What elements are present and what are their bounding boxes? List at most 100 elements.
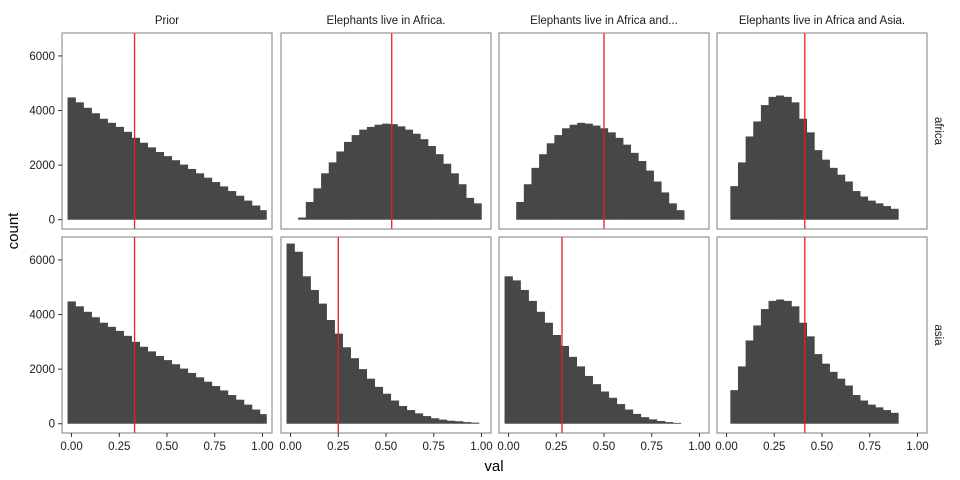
histogram-bar bbox=[860, 196, 869, 220]
histogram-bar bbox=[435, 154, 444, 220]
histogram-bar bbox=[632, 413, 642, 424]
histogram-bar bbox=[326, 319, 335, 424]
histogram-bar bbox=[382, 123, 391, 220]
panel-border bbox=[498, 32, 710, 230]
histogram-bar bbox=[147, 147, 157, 220]
histogram-bar bbox=[328, 162, 337, 220]
y-tick-label: 2000 bbox=[29, 160, 55, 172]
x-tick-label: 1.00 bbox=[251, 441, 273, 453]
histogram-bar bbox=[822, 363, 830, 424]
y-tick-label: 6000 bbox=[29, 255, 55, 267]
histogram-bar bbox=[569, 124, 578, 220]
histogram-bar bbox=[528, 300, 537, 424]
panel-africa-3 bbox=[498, 32, 710, 230]
histogram-bar bbox=[760, 309, 769, 424]
histogram-bar bbox=[91, 317, 100, 424]
histogram-bar bbox=[342, 347, 351, 424]
histogram-bar bbox=[351, 135, 360, 220]
histogram-bar bbox=[738, 366, 746, 424]
histogram-bar bbox=[430, 418, 440, 424]
histogram-bar bbox=[298, 217, 307, 220]
histogram-bar bbox=[470, 422, 480, 424]
histogram-bar bbox=[875, 407, 884, 424]
histogram-bar bbox=[653, 181, 662, 220]
histogram-bar bbox=[730, 186, 739, 220]
x-tick-label: 0.25 bbox=[763, 441, 785, 453]
y-tick-label: 4000 bbox=[29, 106, 55, 118]
histogram-bar bbox=[608, 397, 618, 424]
histogram-bar bbox=[258, 414, 267, 424]
histogram-bar bbox=[668, 203, 677, 220]
histogram-bar bbox=[462, 422, 472, 424]
histogram-bar bbox=[163, 156, 173, 220]
histogram-bar bbox=[738, 162, 746, 220]
histogram-bar bbox=[139, 346, 149, 424]
histogram-bar bbox=[428, 146, 436, 220]
histogram-bar bbox=[890, 208, 899, 220]
histogram-bar bbox=[302, 276, 311, 424]
histogram-bar bbox=[568, 356, 577, 424]
x-tick-label: 0.75 bbox=[641, 441, 663, 453]
histogram-bar bbox=[630, 152, 639, 220]
histogram-bar bbox=[294, 251, 303, 424]
histogram-bar bbox=[844, 181, 853, 220]
histogram-bar bbox=[155, 152, 165, 220]
histogram-bar bbox=[624, 409, 634, 424]
histogram-bar bbox=[844, 385, 853, 424]
histogram-bar bbox=[576, 366, 586, 424]
histogram-bar bbox=[195, 377, 205, 424]
histogram-bar bbox=[75, 306, 84, 424]
x-tick-label: 0.75 bbox=[859, 441, 881, 453]
histogram-bar bbox=[512, 280, 521, 424]
x-tick-label: 0.75 bbox=[204, 441, 226, 453]
histogram-bar bbox=[661, 192, 670, 220]
histogram-bar bbox=[554, 135, 563, 220]
histogram-bar bbox=[656, 420, 666, 424]
histogram-bar bbox=[397, 126, 406, 220]
histogram-bar bbox=[405, 129, 414, 220]
histogram-bar bbox=[67, 97, 76, 220]
histogram-bar bbox=[814, 354, 823, 424]
histogram-bar bbox=[310, 289, 319, 424]
y-axis-title: count bbox=[5, 212, 22, 250]
histogram-bar bbox=[350, 358, 359, 424]
x-tick-label: 0.00 bbox=[497, 441, 519, 453]
histogram-bar bbox=[592, 125, 601, 220]
histogram-bar bbox=[443, 163, 452, 220]
histogram-bar bbox=[179, 368, 189, 424]
panel-asia-3 bbox=[498, 236, 710, 434]
histogram-bar bbox=[783, 96, 792, 220]
histogram-bar bbox=[852, 191, 861, 220]
histogram-bar bbox=[768, 300, 777, 424]
histogram-bar bbox=[799, 118, 808, 220]
panel-border bbox=[61, 32, 273, 230]
histogram-bar bbox=[412, 133, 421, 220]
histogram-bar bbox=[648, 419, 658, 424]
x-tick-label: 0.75 bbox=[423, 441, 445, 453]
histogram-bar bbox=[829, 167, 838, 220]
histogram-bar bbox=[211, 182, 221, 220]
histogram-bar bbox=[783, 300, 792, 424]
panel-border bbox=[716, 32, 928, 230]
y-tick-label: 4000 bbox=[29, 310, 55, 322]
histogram-bar bbox=[83, 107, 92, 220]
panel-border bbox=[280, 32, 492, 230]
column-strip-label: Prior bbox=[155, 15, 179, 27]
histogram-bar bbox=[219, 186, 229, 220]
histogram-bar bbox=[520, 289, 529, 424]
x-tick-label: 0.50 bbox=[156, 441, 178, 453]
histogram-bar bbox=[791, 306, 800, 424]
histogram-bar bbox=[438, 419, 448, 424]
histogram-bar bbox=[600, 391, 610, 424]
panel-africa-4 bbox=[716, 32, 928, 230]
histogram-bar bbox=[195, 173, 205, 220]
histogram-bar bbox=[235, 399, 245, 424]
histogram-bar bbox=[131, 341, 140, 424]
histogram-bar bbox=[374, 124, 383, 220]
histogram-bar bbox=[562, 128, 570, 220]
histogram-bar bbox=[420, 139, 429, 220]
histogram-bar bbox=[139, 142, 149, 220]
panel-asia-2 bbox=[280, 236, 492, 434]
panel-africa-2 bbox=[280, 32, 492, 230]
